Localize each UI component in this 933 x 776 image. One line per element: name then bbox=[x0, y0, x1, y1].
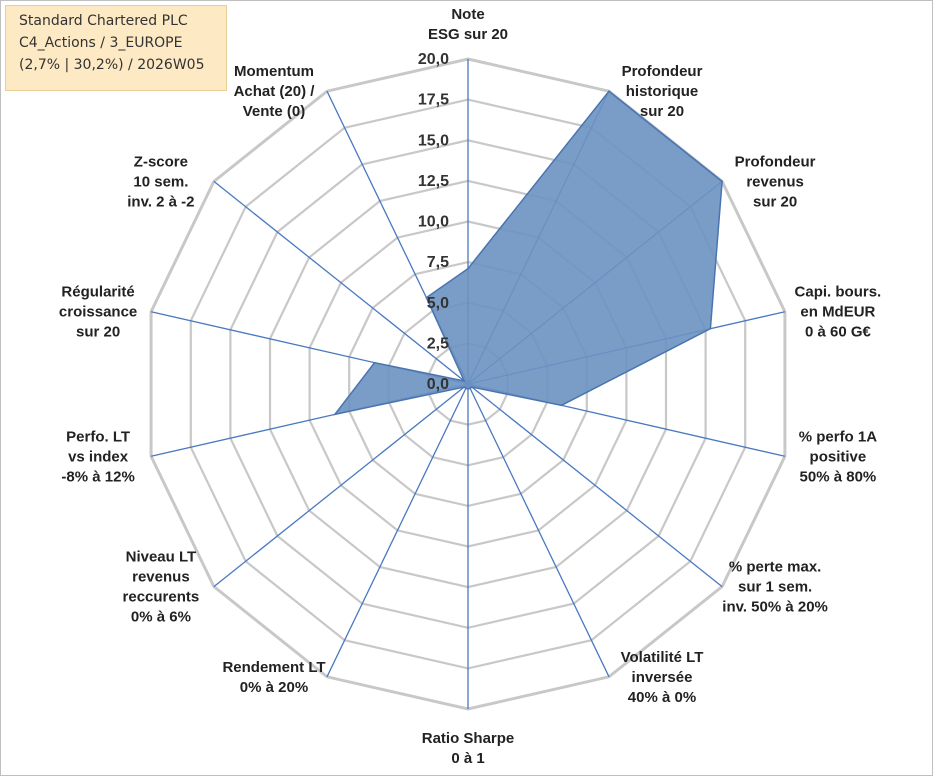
stock-category: C4_Actions / 3_EUROPE bbox=[19, 35, 183, 51]
tick-label-5: 12,5 bbox=[418, 173, 449, 190]
tick-label-7: 17,5 bbox=[418, 92, 449, 109]
tick-label-3: 7,5 bbox=[427, 254, 449, 271]
axis-label-4: Capi. bours. en MdEUR 0 à 60 G€ bbox=[795, 284, 882, 341]
radar-axis-labels: Note ESG sur 20 Profondeur historique sur 20… bbox=[59, 6, 881, 767]
tick-label-6: 15,0 bbox=[418, 132, 449, 149]
axis-label-12: Régularité croissance sur 20 bbox=[59, 284, 137, 341]
axis-label-5: % perfo 1A positive 50% à 80% bbox=[799, 428, 878, 485]
spoke-9 bbox=[326, 383, 469, 678]
axis-label-11: Perfo. LT vs index -8% à 12% bbox=[61, 428, 134, 485]
data-point-5 bbox=[560, 404, 563, 407]
axis-label-9: Rendement LT 0% à 20% bbox=[222, 659, 325, 696]
data-point-10 bbox=[463, 386, 466, 388]
data-point-1 bbox=[467, 267, 469, 270]
data-point-14 bbox=[425, 296, 428, 299]
data-point-9 bbox=[465, 387, 467, 390]
data-point-4 bbox=[709, 327, 712, 330]
data-point-8 bbox=[467, 388, 469, 390]
spoke-10 bbox=[213, 383, 469, 588]
axis-label-13: Z-score 10 sem. inv. 2 à -2 bbox=[127, 153, 194, 210]
data-point-3 bbox=[721, 180, 723, 183]
data-point-7 bbox=[469, 387, 471, 390]
data-point-6 bbox=[471, 386, 473, 388]
data-point-11 bbox=[334, 413, 336, 416]
spoke-13 bbox=[213, 180, 469, 385]
radar-series bbox=[333, 90, 723, 416]
axis-label-10: Niveau LT revenus reccurents 0% à 6% bbox=[123, 549, 200, 626]
tick-label-1: 2,5 bbox=[427, 335, 449, 352]
spoke-7 bbox=[467, 383, 610, 678]
axis-label-2: Profondeur historique sur 20 bbox=[622, 63, 703, 120]
stock-info-box: Standard Chartered PLC C4_Actions / 3_EU… bbox=[5, 5, 227, 91]
data-point-2 bbox=[608, 90, 610, 92]
axis-label-3: Profondeur revenus sur 20 bbox=[735, 153, 816, 210]
tick-label-8: 20,0 bbox=[418, 51, 449, 68]
spoke-6 bbox=[467, 383, 723, 588]
stock-name: Standard Chartered PLC bbox=[19, 13, 188, 29]
axis-label-14: Momentum Achat (20) / Vente (0) bbox=[234, 63, 316, 120]
axis-label-8: Ratio Sharpe 0 à 1 bbox=[422, 730, 515, 767]
data-point-13 bbox=[463, 380, 466, 382]
series-area bbox=[333, 90, 723, 416]
tick-label-4: 10,0 bbox=[418, 214, 449, 231]
data-point-12 bbox=[373, 361, 376, 364]
axis-label-6: % perte max. sur 1 sem. inv. 50% à 20% bbox=[722, 559, 828, 616]
stock-period: (2,7% | 30,2%) / 2026W05 bbox=[19, 57, 205, 73]
axis-label-7: Volatilité LT inversée 40% à 0% bbox=[621, 649, 704, 706]
axis-label-1: Note ESG sur 20 bbox=[428, 6, 508, 43]
radar-tick-labels: 0,0 2,5 5,0 7,5 10,0 12,5 15,0 17,5 20,0 bbox=[418, 51, 449, 393]
tick-label-2: 5,0 bbox=[427, 295, 449, 312]
tick-label-0: 0,0 bbox=[427, 376, 449, 393]
